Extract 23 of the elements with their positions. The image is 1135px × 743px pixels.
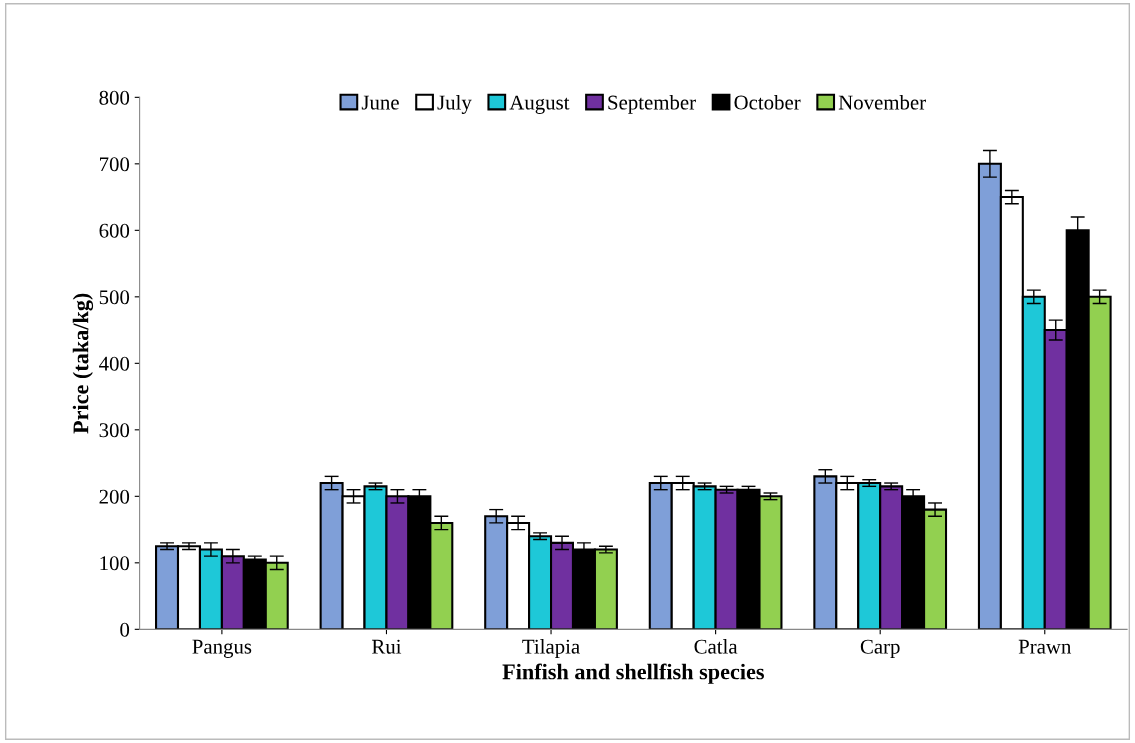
y-tick-label: 600 [99,223,130,238]
x-tick-label: Catla [694,639,738,654]
y-tick-label: 200 [99,489,130,504]
x-tick-label: Pangus [192,639,252,658]
y-tick-label: 300 [99,423,130,438]
y-tick-label: 100 [100,556,130,571]
y-axis-title: Price (taka/kg) [72,293,94,434]
y-tick-label: 500 [99,290,130,305]
x-tick-label: Prawn [1018,639,1072,654]
y-tick-label: 700 [100,157,130,172]
legend-label: September [608,94,696,114]
legend-label: August [509,95,570,114]
legend-label: July [437,94,472,114]
legend-label: October [734,94,801,110]
x-tick-label: Rui [372,639,402,654]
legend-label: November [838,94,926,110]
y-tick-label: 800 [99,90,130,105]
x-tick-label: Tilapia [522,639,580,658]
x-tick-label: Carp [860,639,900,658]
x-axis-title: Finfish and shellfish species [502,663,764,684]
y-tick-label: 400 [99,356,130,371]
y-tick-label: 0 [120,622,130,637]
legend-label: June [361,95,399,110]
